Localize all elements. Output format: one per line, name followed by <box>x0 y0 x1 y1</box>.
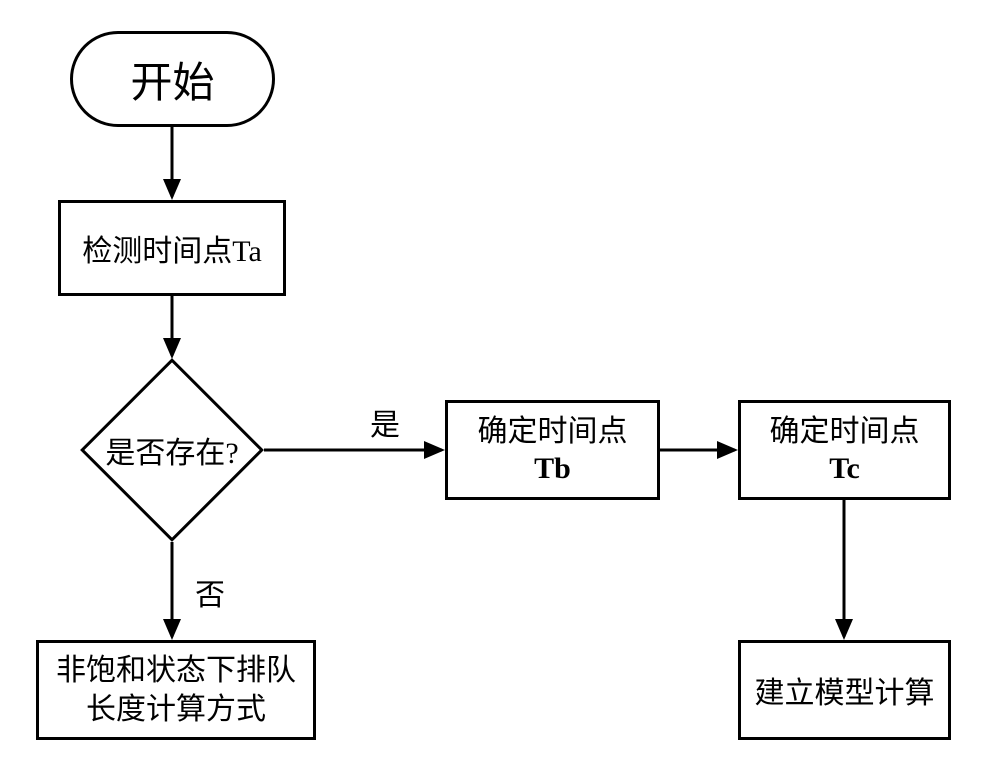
node-unsat-queue-line1: 非饱和状态下排队 <box>56 651 296 690</box>
node-determine-tb-line2: Tb <box>534 450 571 488</box>
node-determine-tc: 确定时间点 Tc <box>738 400 951 500</box>
node-exists: 是否存在? <box>80 358 264 542</box>
node-build-model-label: 建立模型计算 <box>755 668 935 712</box>
node-unsat-queue: 非饱和状态下排队 长度计算方式 <box>36 640 316 740</box>
node-determine-tb: 确定时间点 Tb <box>445 400 660 500</box>
edge-label-yes: 是 <box>370 400 400 444</box>
node-start-label: 开始 <box>130 49 214 110</box>
node-start: 开始 <box>70 31 275 127</box>
node-detect-ta-label: 检测时间点Ta <box>82 226 262 270</box>
node-determine-tc-line1: 确定时间点 <box>770 413 920 451</box>
node-exists-label: 是否存在? <box>105 428 238 472</box>
node-build-model: 建立模型计算 <box>738 640 951 740</box>
node-detect-ta: 检测时间点Ta <box>58 200 286 296</box>
node-determine-tc-line2: Tc <box>829 450 860 488</box>
flowchart-canvas: 开始 检测时间点Ta 是否存在? 确定时间点 Tb 确定时间点 Tc 非饱和状态… <box>0 0 1000 767</box>
edge-label-no: 否 <box>195 570 225 614</box>
node-unsat-queue-line2: 长度计算方式 <box>86 690 266 729</box>
node-determine-tb-line1: 确定时间点 <box>478 413 628 451</box>
